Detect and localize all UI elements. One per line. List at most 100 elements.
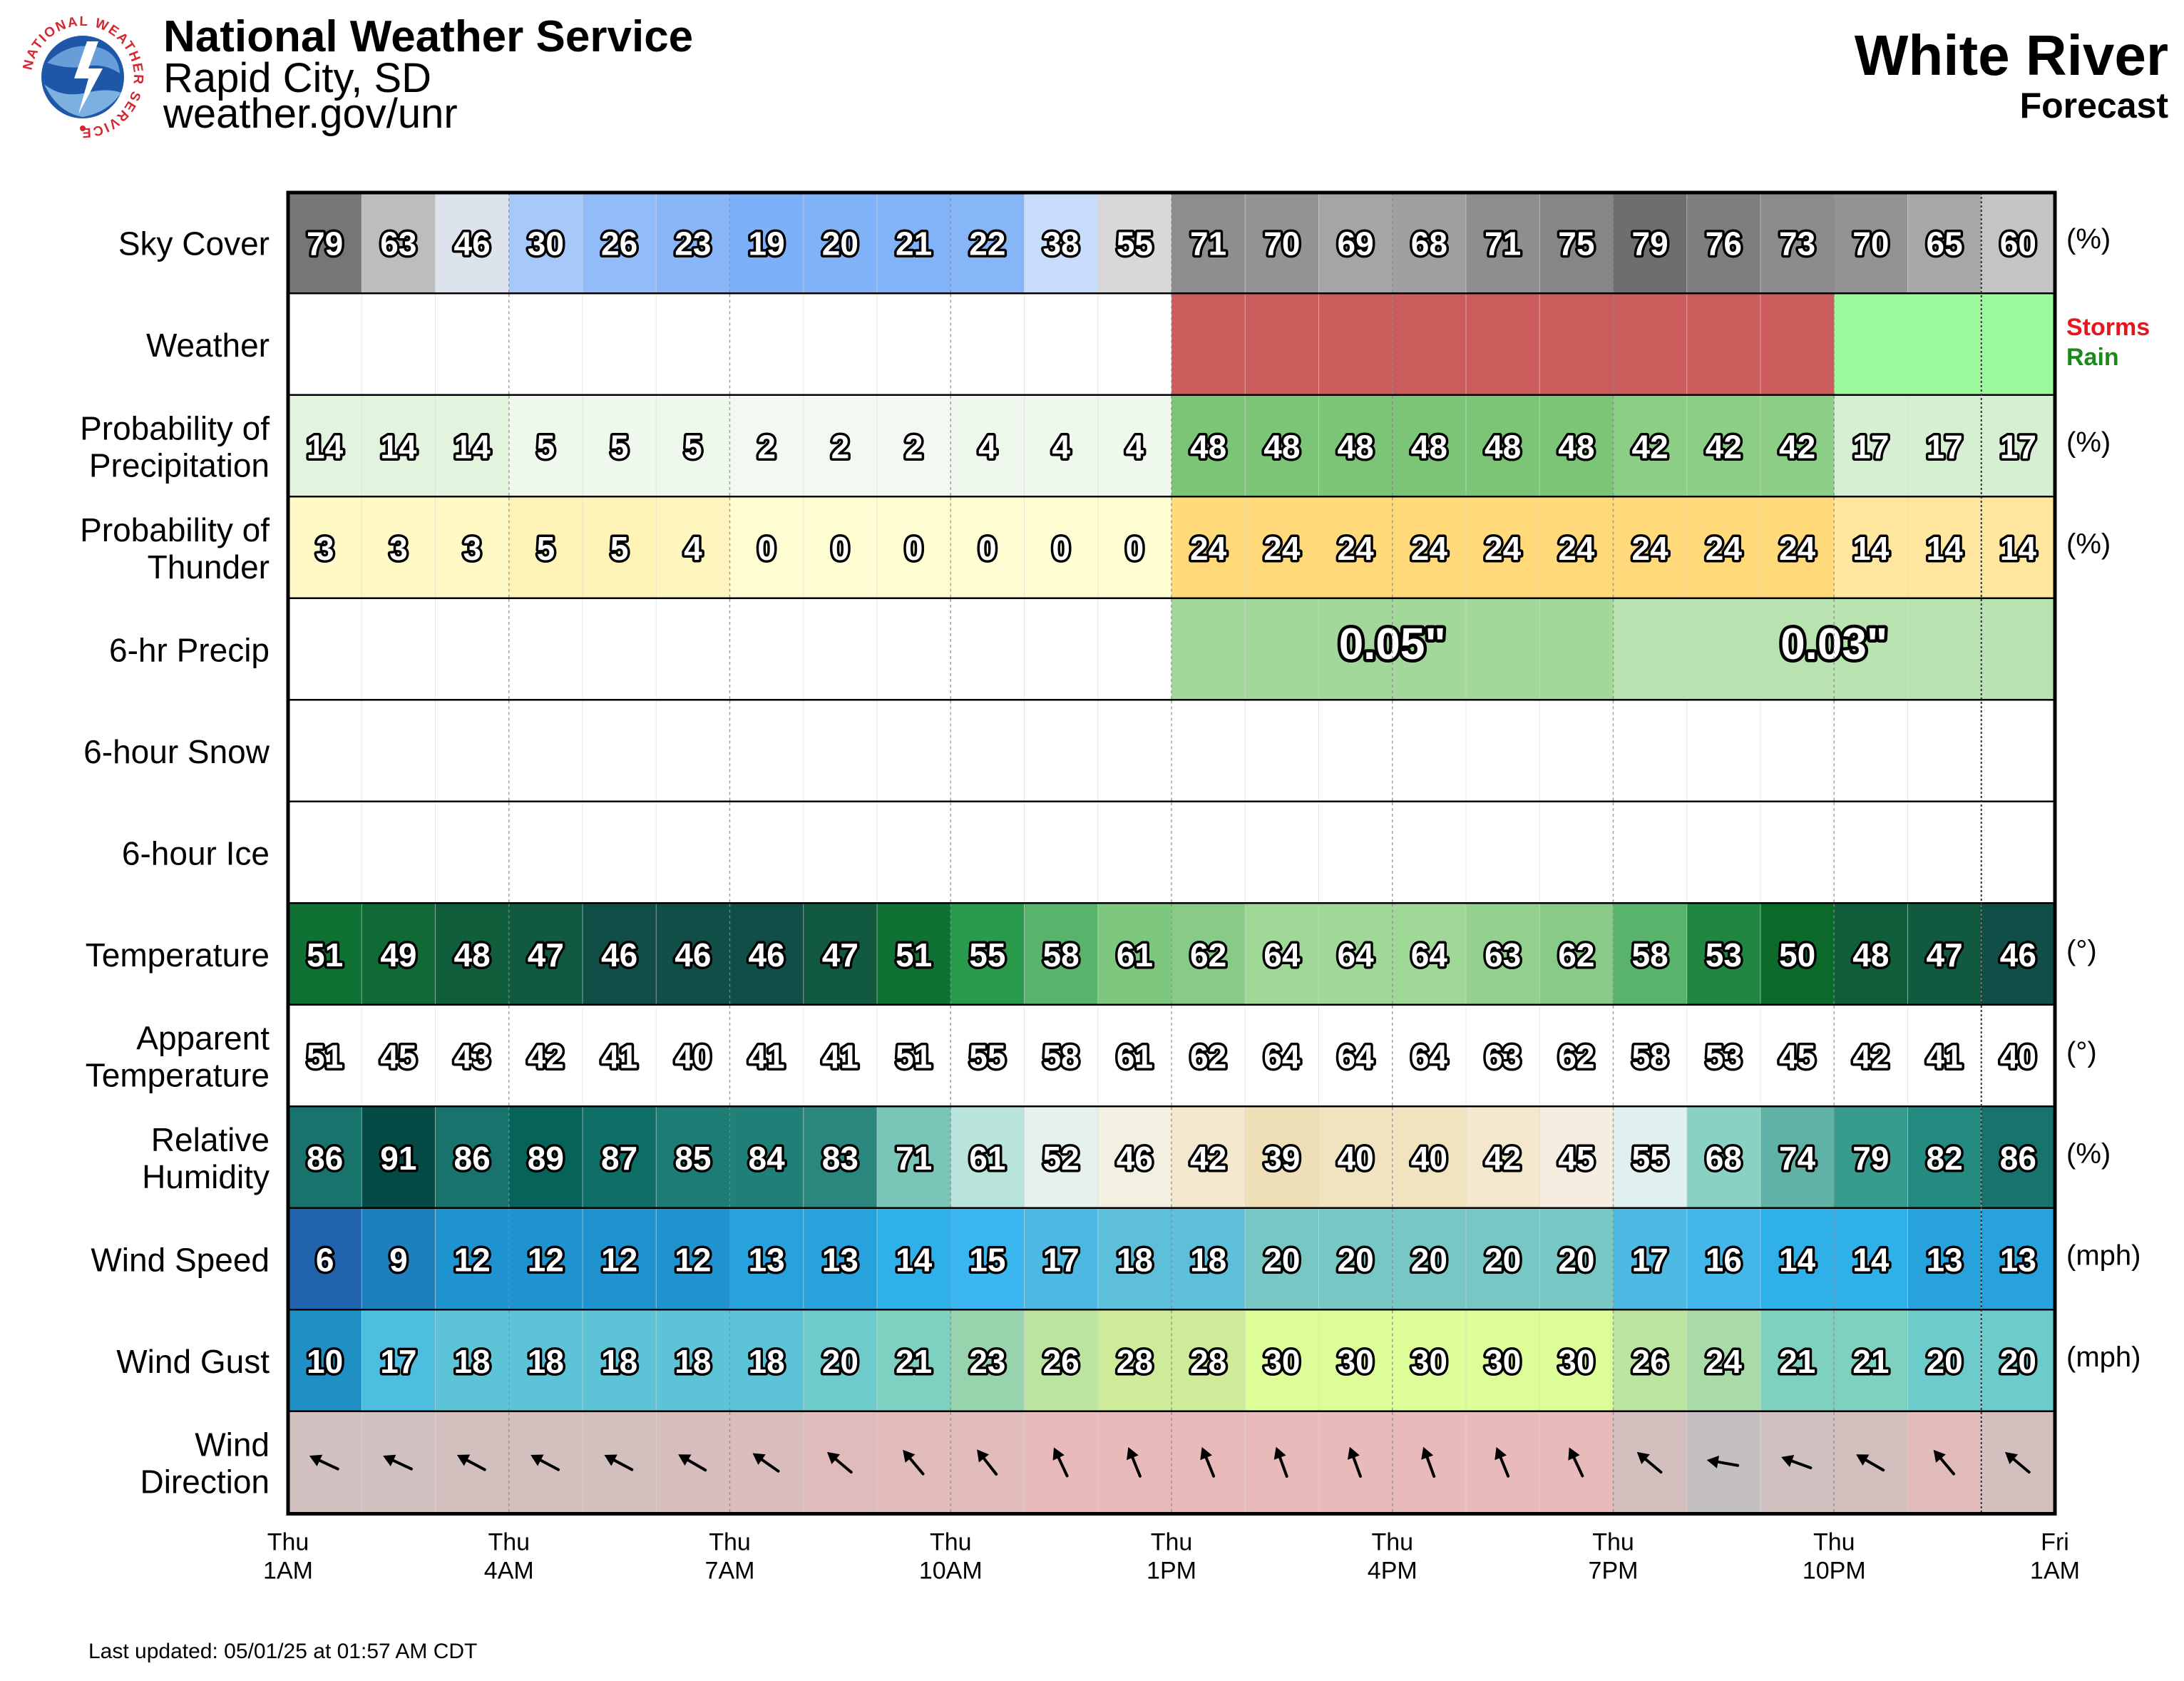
cell-bg: [1613, 1310, 1688, 1412]
cell-bg: [435, 1006, 510, 1108]
cell-bg: [1318, 700, 1393, 802]
cell-bg: [877, 396, 951, 498]
cell-value: 12: [454, 1241, 491, 1278]
cell-value: 40: [2000, 1038, 2036, 1075]
cell-value: 0: [831, 530, 850, 567]
cell-value: 19: [749, 225, 785, 262]
row-unit: (mph): [2066, 1342, 2141, 1373]
cell-bg: [729, 1107, 804, 1209]
cell-value: 5: [537, 428, 555, 465]
cell-value: 30: [1263, 1343, 1300, 1380]
cell-value: 20: [1485, 1241, 1521, 1278]
cell-value: 46: [2000, 936, 2036, 974]
row-label: Direction: [140, 1463, 270, 1500]
cell-value: 20: [1927, 1343, 1963, 1380]
cell-value: 16: [1706, 1241, 1742, 1278]
cell-bg: [362, 193, 436, 295]
cell-bg: [508, 1209, 583, 1311]
x-tick-time: 1PM: [1147, 1558, 1196, 1585]
cell-bg: [656, 396, 731, 498]
cell-value: 64: [1338, 1038, 1375, 1075]
cell-value: 40: [1411, 1140, 1447, 1177]
cell-value: 75: [1558, 225, 1594, 262]
cell-bg: [656, 802, 731, 904]
period-value: 0.05": [1339, 620, 1446, 669]
cell-bg: [1466, 1209, 1540, 1311]
cell-value: 45: [1558, 1140, 1594, 1177]
cell-bg: [583, 700, 657, 802]
cell-bg: [1024, 1310, 1099, 1412]
cell-bg: [1318, 497, 1393, 599]
cell-bg: [1097, 193, 1172, 295]
wind-arrow-head: [678, 1454, 692, 1466]
cell-bg: [1907, 700, 1982, 802]
wind-arrow: [903, 1449, 925, 1476]
wind-arrow-head: [903, 1449, 916, 1463]
cell-value: 86: [2000, 1140, 2036, 1177]
cell-bg: [1172, 294, 1246, 396]
cell-bg: [877, 700, 951, 802]
cell-bg: [1318, 1006, 1393, 1108]
row-label: Weather: [146, 327, 270, 364]
cell-value: 51: [896, 1038, 932, 1075]
x-tick-day: Thu: [488, 1529, 530, 1556]
row-label: 6-hour Ice: [122, 834, 270, 872]
cell-bg: [877, 599, 951, 701]
cell-bg: [435, 1107, 510, 1209]
cell-value: 30: [1485, 1343, 1521, 1380]
cell-bg: [1760, 294, 1835, 396]
cell-bg: [1981, 1209, 2056, 1311]
cell-bg: [1245, 802, 1320, 904]
cell-value: 21: [1852, 1343, 1889, 1380]
cell-value: 46: [675, 936, 711, 974]
cell-bg: [1172, 802, 1246, 904]
row-unit: (°): [2066, 1036, 2097, 1068]
cell-value: 14: [454, 428, 491, 465]
cell-bg: [1318, 396, 1393, 498]
wind-arrow-head: [383, 1454, 396, 1467]
legend-rain: Rain: [2066, 344, 2119, 371]
nws-logo: NATIONAL WEATHER SERVICE: [19, 13, 147, 141]
cell-bg: [1245, 1006, 1320, 1108]
cell-bg: [362, 802, 436, 904]
row-snow: 6-hour Snow: [83, 700, 2056, 804]
cell-value: 20: [1558, 1241, 1594, 1278]
cell-value: 24: [1779, 530, 1816, 567]
cell-bg: [1760, 1310, 1835, 1412]
cell-value: 73: [1779, 225, 1815, 262]
row-label: Apparent: [136, 1019, 270, 1056]
x-tick-day: Thu: [1151, 1529, 1193, 1556]
cell-value: 85: [675, 1140, 711, 1177]
row-qpf: 0.05" 0.03" 6-hr Precip: [109, 599, 2056, 702]
wind-arrow: [1706, 1455, 1740, 1468]
row-weather: Weather Storms Rain: [146, 294, 2150, 398]
cell-bg: [1760, 802, 1835, 904]
cell-bg: [1097, 294, 1172, 396]
cell-value: 5: [684, 428, 702, 465]
cell-value: 18: [601, 1343, 637, 1380]
wind-arrow-head: [530, 1454, 544, 1466]
cell-value: 17: [2000, 428, 2036, 465]
cell-value: 13: [749, 1241, 785, 1278]
cell-bg: [803, 802, 878, 904]
cell-bg: [583, 1209, 657, 1311]
cell-bg: [1834, 294, 1909, 396]
cell-bg: [1907, 1107, 1982, 1209]
cell-bg: [435, 904, 510, 1006]
cell-bg: [877, 294, 951, 396]
cell-bg: [1392, 700, 1467, 802]
wind-arrow: [1933, 1449, 1955, 1476]
cell-bg: [1097, 1107, 1172, 1209]
cell-bg: [1392, 1310, 1467, 1412]
cell-bg: [1686, 1209, 1761, 1311]
cell-value: 14: [896, 1241, 933, 1278]
office-url[interactable]: weather.gov/unr: [163, 91, 458, 137]
cell-bg: [1245, 904, 1320, 1006]
cell-value: 70: [1852, 225, 1889, 262]
cell-bg: [729, 1209, 804, 1311]
cell-value: 71: [1190, 225, 1226, 262]
cell-bg: [1539, 193, 1614, 295]
cell-bg: [1613, 1209, 1688, 1311]
cell-value: 18: [1117, 1241, 1153, 1278]
cell-bg: [583, 1310, 657, 1412]
